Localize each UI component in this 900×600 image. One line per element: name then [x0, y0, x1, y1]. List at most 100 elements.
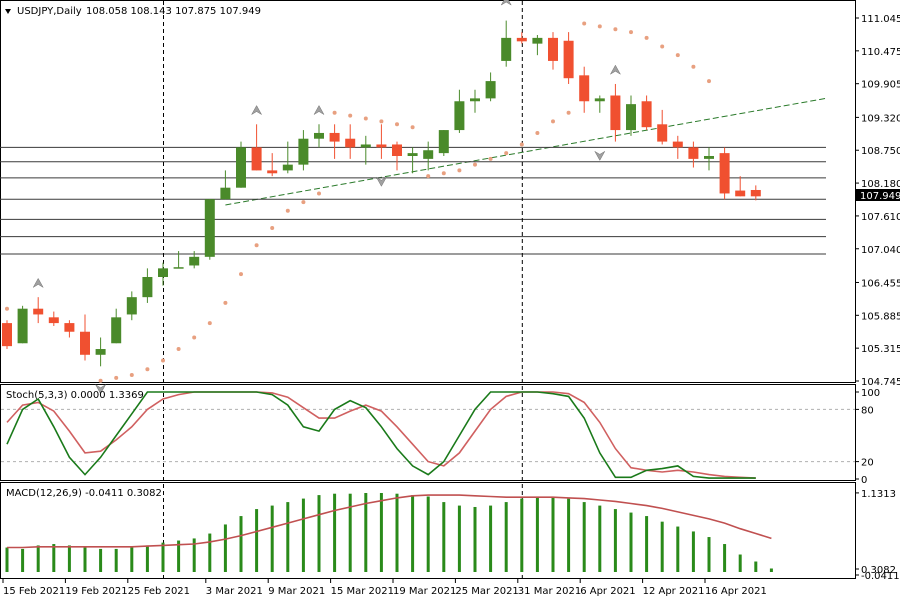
- sar-dot: [348, 113, 353, 118]
- candle-body: [204, 199, 215, 257]
- macd-histogram-bar: [738, 554, 742, 572]
- candle-body: [579, 75, 590, 102]
- candle-body: [704, 155, 714, 159]
- candle-body: [189, 256, 200, 266]
- time-tick-label: 16 Apr 2021: [705, 586, 767, 597]
- macd-histogram-bar: [52, 544, 56, 572]
- sar-dot: [613, 27, 618, 32]
- macd-histogram-bar: [317, 495, 321, 572]
- sar-dot: [363, 116, 368, 121]
- candle-body: [298, 138, 309, 165]
- last-price-badge: [856, 189, 900, 201]
- macd-label: MACD(12,26,9) -0.0411 0.3082: [6, 488, 162, 499]
- macd-histogram-bar: [535, 496, 539, 572]
- macd-histogram-bar: [270, 505, 274, 572]
- stoch-tick-label: 80: [861, 405, 874, 416]
- macd-histogram-bar: [723, 544, 727, 572]
- chart-menu-triangle-icon[interactable]: [5, 9, 11, 14]
- macd-histogram-bar: [645, 516, 649, 572]
- macd-histogram-bar: [473, 506, 477, 572]
- macd-histogram-bar: [598, 505, 602, 572]
- time-tick-label: 31 Mar 2021: [518, 586, 581, 597]
- candle-body: [501, 37, 512, 61]
- candle-body: [563, 40, 574, 79]
- stoch-label: Stoch(5,3,3) 0.0000 1.3369: [6, 390, 144, 401]
- sar-dot: [457, 168, 462, 173]
- candle-body: [314, 132, 324, 139]
- stoch-tick-label: 0: [861, 475, 867, 486]
- candle-body: [626, 104, 636, 131]
- macd-histogram-bar: [83, 547, 87, 572]
- sar-dot: [176, 347, 181, 352]
- price-tick-label: 105.885: [861, 311, 900, 322]
- macd-histogram-bar: [707, 537, 711, 572]
- candle-body: [2, 323, 12, 347]
- macd-histogram-bar: [769, 568, 773, 572]
- parabolic-sar-layer: [5, 21, 711, 383]
- fractal-up-arrow-icon: [32, 277, 44, 289]
- macd-histogram-bar: [333, 493, 337, 572]
- vertical-lines-layer: [163, 1, 523, 578]
- macd-histogram-bar: [161, 542, 165, 572]
- macd-histogram-bar: [208, 533, 212, 572]
- candle-body: [220, 187, 231, 200]
- sar-dot: [582, 21, 587, 26]
- time-tick-label: 3 Mar 2021: [206, 586, 263, 597]
- sar-dot: [223, 300, 228, 305]
- sar-dot: [5, 306, 9, 311]
- candle-body: [485, 81, 496, 99]
- sar-dot: [707, 79, 711, 84]
- fractal-down-arrow-icon: [594, 150, 606, 161]
- sar-dot: [379, 119, 384, 124]
- macd-histogram-bar: [301, 498, 305, 572]
- fractal-down-arrow-icon: [375, 176, 388, 187]
- macd-layer: 1.1313 0.3082-0.0411: [5, 489, 900, 582]
- time-tick-label: 25 Feb 2021: [128, 586, 190, 597]
- price-tick-label: 109.905: [861, 80, 900, 91]
- macd-histogram-bar: [551, 496, 555, 572]
- fractal-up-arrow-icon: [313, 105, 325, 116]
- price-tick-label: 107.610: [861, 212, 900, 223]
- stoch-tick-label: 20: [861, 458, 874, 469]
- candle-body: [267, 170, 278, 174]
- candle-body: [376, 144, 387, 148]
- macd-histogram-bar: [567, 498, 571, 572]
- macd-histogram-bar: [177, 540, 181, 572]
- sar-dot: [504, 151, 509, 156]
- sar-dot: [129, 372, 134, 377]
- time-tick-label: 15 Mar 2021: [331, 586, 394, 597]
- candle-body: [282, 164, 293, 171]
- trendlines-layer: [0, 97, 827, 255]
- macd-histogram-bar: [348, 493, 352, 572]
- sar-dot: [161, 358, 165, 363]
- sar-dot: [629, 30, 633, 35]
- candle-body: [48, 317, 59, 324]
- candle-body: [111, 317, 122, 344]
- sar-dot: [239, 272, 243, 277]
- fractal-up-arrow-icon: [500, 0, 512, 6]
- fractal-up-arrow-icon: [250, 105, 263, 116]
- candle-body: [438, 130, 449, 154]
- sar-dot: [410, 125, 415, 130]
- sar-dot: [535, 130, 540, 135]
- time-tick-label: 9 Mar 2021: [268, 586, 325, 597]
- macd-histogram-bar: [395, 493, 399, 572]
- sar-dot: [285, 208, 290, 213]
- macd-pane-frame: [0, 482, 856, 579]
- fractals-layer: [32, 0, 622, 395]
- stoch-pane-frame: [0, 384, 856, 481]
- sar-dot: [114, 375, 119, 380]
- macd-histogram-bar: [255, 509, 259, 572]
- candle-body: [407, 153, 418, 156]
- macd-histogram-bar: [613, 509, 617, 572]
- candle-body: [750, 189, 761, 197]
- candle-body: [80, 331, 90, 355]
- sar-dot: [660, 44, 665, 49]
- candle-body: [173, 267, 184, 269]
- candle-body: [532, 37, 543, 44]
- macd-histogram-bar: [676, 526, 680, 572]
- macd-histogram-bar: [36, 545, 40, 572]
- candles-layer: [2, 20, 761, 367]
- price-tick-label: 107.040: [861, 245, 900, 256]
